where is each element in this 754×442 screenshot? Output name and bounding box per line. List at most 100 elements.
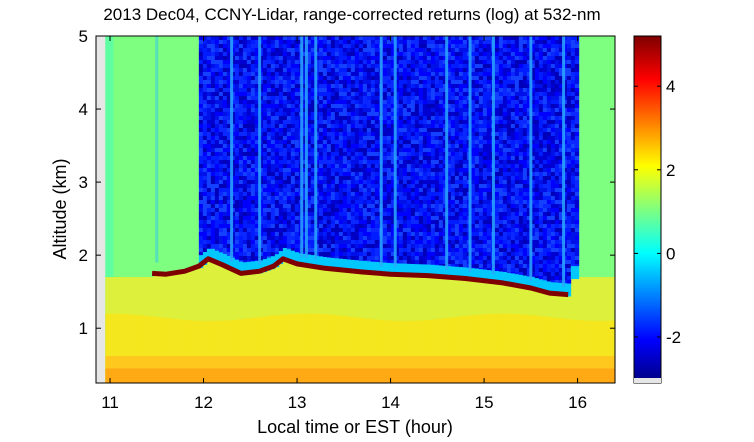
noise-cell (430, 128, 436, 133)
noise-cell (202, 236, 208, 241)
noise-cell (374, 200, 380, 205)
noise-cell (442, 92, 448, 97)
noise-cell (486, 212, 492, 217)
noise-cell (350, 36, 356, 41)
noise-cell (206, 164, 212, 169)
noise-cell (406, 232, 412, 237)
noise-transition (290, 250, 296, 264)
noise-cell (506, 104, 512, 109)
noise-cell (294, 136, 300, 141)
noise-cell (282, 140, 288, 145)
noise-cell (330, 144, 336, 149)
noise-cell (442, 172, 448, 177)
noise-cell (270, 184, 276, 189)
noise-cell (470, 196, 476, 201)
noise-cell (374, 124, 380, 129)
noise-cell (418, 144, 424, 149)
noise-cell (294, 192, 300, 197)
noise-cell (246, 168, 252, 173)
noise-cell (402, 88, 408, 93)
noise-cell (354, 164, 360, 169)
noise-cell (478, 48, 484, 53)
noise-cell (430, 180, 436, 185)
noise-cell (410, 208, 416, 213)
noise-cell (226, 196, 232, 201)
noise-cell (382, 100, 388, 105)
noise-cell (290, 140, 296, 145)
noise-cell (510, 240, 516, 245)
noise-cell (270, 128, 276, 133)
noise-cell (434, 52, 440, 57)
noise-cell (326, 228, 332, 233)
noise-cell (430, 104, 436, 109)
noise-cell (450, 232, 456, 237)
noise-cell (386, 224, 392, 229)
noise-cell (398, 256, 404, 261)
noise-cell (494, 80, 500, 85)
noise-cell (410, 140, 416, 145)
noise-cell (382, 108, 388, 113)
noise-transition (286, 249, 292, 263)
noise-cell (330, 160, 336, 165)
noise-cell (242, 88, 248, 93)
noise-cell (282, 52, 288, 57)
noise-cell (206, 220, 212, 225)
noise-cell (402, 60, 408, 65)
noise-cell (202, 116, 208, 121)
noise-cell (214, 140, 220, 145)
lower-layer-column (357, 317, 361, 383)
noise-cell (486, 144, 492, 149)
noise-cell (338, 152, 344, 157)
lower-layer-column (282, 314, 286, 383)
noise-cell (282, 68, 288, 73)
noise-cell (358, 72, 364, 77)
noise-cell (238, 252, 244, 257)
noise-cell (514, 52, 520, 57)
noise-cell (274, 80, 280, 85)
noise-cell (438, 252, 444, 257)
noise-cell (334, 60, 340, 65)
noise-transition (374, 261, 380, 275)
noise-cell (514, 116, 520, 121)
noise-cell (450, 40, 456, 45)
noise-cell (462, 136, 468, 141)
noise-cell (414, 156, 420, 161)
noise-cell (430, 100, 436, 105)
noise-cell (210, 52, 216, 57)
noise-cell (394, 68, 400, 73)
noise-cell (274, 176, 280, 181)
noise-cell (354, 204, 360, 209)
noise-cell (242, 216, 248, 221)
noise-cell (406, 244, 412, 249)
noise-cell (214, 44, 220, 49)
noise-cell (294, 224, 300, 229)
noise-cell (322, 224, 328, 229)
noise-cell (358, 168, 364, 173)
noise-cell (198, 208, 204, 213)
noise-cell (350, 76, 356, 81)
noise-cell (402, 104, 408, 109)
noise-cell (458, 256, 464, 261)
noise-cell (322, 132, 328, 137)
noise-cell (218, 224, 224, 229)
lower-layer-column (405, 320, 409, 383)
noise-cell (394, 244, 400, 249)
noise-cell (254, 144, 260, 149)
noise-cell (370, 244, 376, 249)
noise-cell (346, 100, 352, 105)
noise-cell (254, 252, 260, 257)
noise-cell (426, 220, 432, 225)
noise-cell (218, 148, 224, 153)
noise-cell (326, 192, 332, 197)
noise-cell (518, 88, 524, 93)
noise-cell (234, 136, 240, 141)
noise-cell (446, 228, 452, 233)
noise-cell (450, 168, 456, 173)
noise-cell (494, 176, 500, 181)
noise-cell (510, 104, 516, 109)
noise-cell (438, 84, 444, 89)
noise-cell (414, 64, 420, 69)
noise-cell (250, 108, 256, 113)
noise-cell (386, 188, 392, 193)
noise-cell (326, 236, 332, 241)
